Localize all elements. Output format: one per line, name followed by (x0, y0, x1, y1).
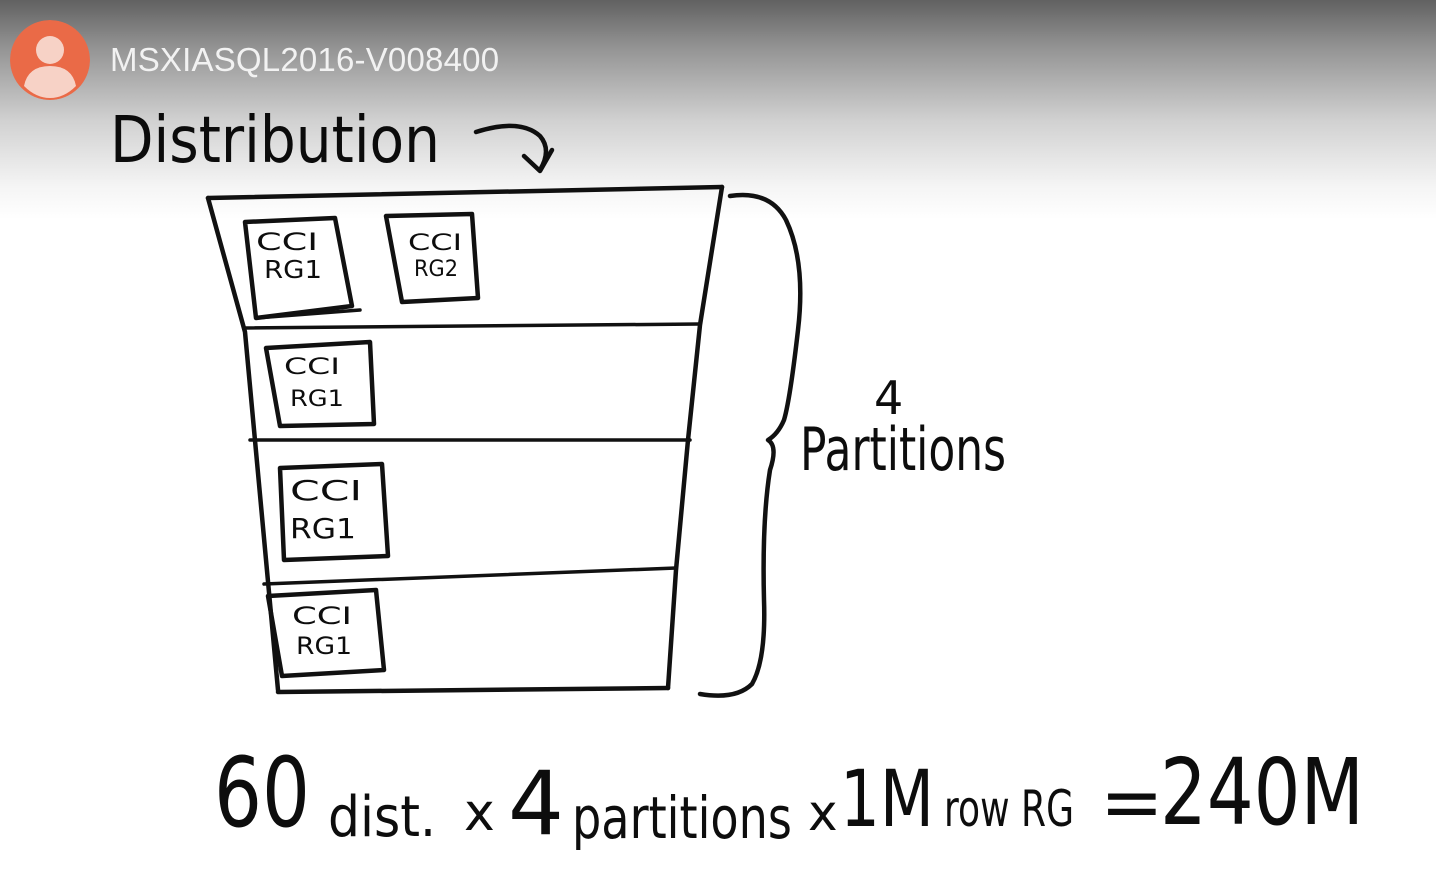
row-group-label: RG1 (290, 387, 344, 412)
curly-brace (700, 195, 800, 696)
formula-equals-sign: = (1100, 757, 1164, 846)
distribution-heading: Distribution (110, 104, 440, 178)
partition-divider (244, 324, 700, 328)
row-group-box: CCI RG2 (386, 214, 478, 302)
person-avatar-icon[interactable] (10, 20, 90, 100)
formula-partitions-value: 4 (508, 752, 564, 855)
row-group-type: CCI (256, 228, 318, 256)
row-group-label: RG1 (296, 632, 352, 660)
row-group-type: CCI (408, 231, 462, 256)
partition-label: Partitions (800, 415, 1006, 485)
row-group-box: CCI RG1 (268, 590, 384, 676)
row-group-box: CCI RG1 (280, 464, 388, 560)
formula-rows-label: row RG (944, 780, 1074, 838)
formula-rows-value: 1M (840, 755, 934, 845)
formula: 60 dist. x 4 partitions x 1M row RG = 24… (214, 737, 1364, 855)
formula-multiply-sign: x (808, 784, 838, 842)
row-group-box: CCI RG1 (266, 342, 374, 426)
formula-multiply-sign: x (464, 783, 495, 843)
partition-divider (264, 568, 676, 584)
row-group-label: RG1 (264, 255, 322, 284)
formula-distributions-label: dist. (328, 785, 436, 850)
formula-partitions-label: partitions (572, 784, 792, 852)
formula-distributions-value: 60 (214, 737, 310, 849)
video-header: MSXIASQL2016-V008400 (10, 20, 499, 100)
video-title[interactable]: MSXIASQL2016-V008400 (110, 41, 499, 79)
row-group-type: CCI (284, 355, 340, 380)
curved-arrow-icon (476, 126, 552, 171)
row-group-label: RG2 (414, 257, 458, 282)
row-group-type: CCI (292, 602, 352, 630)
row-group-box: CCI RG1 (245, 218, 360, 318)
row-group-type: CCI (290, 474, 362, 507)
formula-result: 240M (1160, 739, 1364, 846)
row-group-label: RG1 (290, 512, 356, 545)
